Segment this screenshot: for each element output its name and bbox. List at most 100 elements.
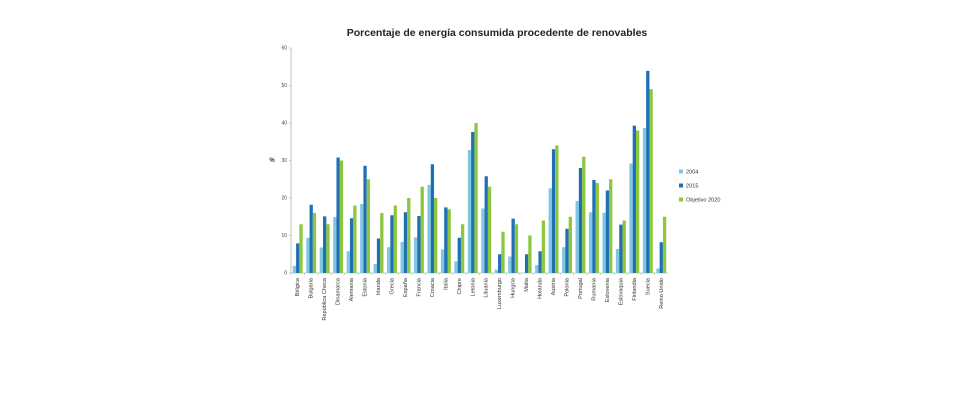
x-tick-label: Alemania (349, 277, 355, 301)
bar-2004 (656, 269, 659, 274)
bar-2004 (576, 201, 579, 273)
bar-2015 (619, 225, 622, 273)
x-tick-label: Italia (443, 277, 449, 290)
x-tick-label: Polonia (565, 277, 571, 297)
y-tick-label: 10 (281, 233, 287, 239)
bar-objetivo-2020 (421, 187, 424, 273)
bar-objetivo-2020 (609, 179, 612, 273)
bar-objetivo-2020 (582, 157, 585, 273)
bar-2004 (549, 188, 552, 273)
bar-2015 (296, 243, 299, 273)
x-tick-label: Eslovenia (605, 277, 611, 302)
bar-objetivo-2020 (367, 179, 370, 273)
bar-objetivo-2020 (474, 123, 477, 273)
bar-2015 (660, 242, 663, 273)
bar-2004 (414, 237, 417, 273)
bar-objetivo-2020 (461, 224, 464, 273)
bar-objetivo-2020 (313, 213, 316, 273)
bar-objetivo-2020 (394, 206, 397, 274)
bar-2015 (417, 216, 420, 273)
bar-2004 (616, 249, 619, 273)
bar-2015 (458, 238, 461, 273)
bar-2004 (535, 265, 538, 273)
bar-2004 (468, 150, 471, 273)
x-tick-label: Luxemburgo (497, 278, 503, 309)
x-tick-label: Bulgaria (309, 277, 315, 298)
legend-entry: 2015 (686, 184, 698, 190)
bar-2004 (374, 264, 377, 273)
bar-objetivo-2020 (515, 224, 518, 273)
x-tick-label: Eslovaquia (618, 277, 624, 305)
x-tick-label: Reino Unido (659, 278, 665, 309)
bar-objetivo-2020 (555, 146, 558, 274)
legend-entry: Objetivo 2020 (686, 198, 721, 204)
x-tick-label: Chipre (457, 278, 463, 294)
bar-2015 (646, 71, 649, 273)
bar-2015 (471, 132, 474, 273)
y-tick-label: 30 (281, 158, 287, 164)
legend-swatch (679, 198, 683, 202)
bar-2015 (565, 229, 568, 273)
bar-2015 (377, 239, 380, 274)
bar-2004 (360, 204, 363, 273)
x-tick-label: Letonia (470, 277, 476, 296)
x-tick-label: República Checa (322, 277, 328, 320)
bar-objetivo-2020 (596, 183, 599, 273)
bar-2004 (293, 266, 296, 273)
bar-2015 (310, 205, 313, 273)
bar-objetivo-2020 (501, 232, 504, 273)
bar-2015 (390, 215, 393, 273)
x-tick-label: Lituania (484, 277, 490, 297)
bar-2004 (495, 270, 498, 273)
bar-2015 (444, 207, 447, 273)
bar-2015 (512, 219, 515, 273)
x-tick-label: Grecia (389, 277, 395, 294)
bar-2015 (552, 149, 555, 273)
bar-2004 (508, 257, 511, 274)
bar-2015 (485, 176, 488, 273)
bar-2004 (441, 249, 444, 273)
bar-objetivo-2020 (528, 236, 531, 274)
bar-2015 (431, 164, 434, 273)
bar-objetivo-2020 (623, 221, 626, 274)
y-tick-label: 50 (281, 83, 287, 89)
bar-objetivo-2020 (380, 213, 383, 273)
legend-swatch (679, 170, 683, 174)
bar-objetivo-2020 (340, 161, 343, 274)
bar-2004 (602, 213, 605, 273)
x-tick-label: Irlanda (376, 277, 382, 295)
x-tick-label: España (403, 277, 409, 297)
x-tick-label: Estonia (363, 277, 369, 297)
bar-2015 (404, 212, 407, 273)
bar-objetivo-2020 (299, 224, 302, 273)
x-tick-label: Rumanía (591, 277, 597, 301)
x-tick-label: Finlandia (632, 277, 638, 301)
bar-2015 (538, 251, 541, 273)
legend-swatch (679, 184, 683, 188)
bar-2004 (562, 247, 565, 273)
bar-objetivo-2020 (407, 198, 410, 273)
y-tick-label: 20 (281, 196, 287, 202)
legend-entry: 2004 (686, 170, 698, 176)
chart-title: Porcentaje de energía consumida proceden… (347, 27, 648, 39)
bar-2015 (363, 166, 366, 273)
legend: 2004 2015 Objetivo 2020 (679, 170, 721, 204)
bar-objetivo-2020 (663, 217, 666, 273)
bar-2015 (579, 168, 582, 273)
y-tick-label: 0 (284, 271, 287, 277)
bar-2004 (347, 251, 350, 273)
x-tick-label: Francia (416, 277, 422, 297)
bar-objetivo-2020 (488, 187, 491, 273)
bar-2004 (427, 185, 430, 273)
bar-objetivo-2020 (353, 206, 356, 274)
bar-2004 (481, 209, 484, 274)
y-tick-label: 60 (281, 46, 287, 52)
bar-objetivo-2020 (447, 209, 450, 273)
bar-2015 (323, 216, 326, 273)
x-tick-label: Hungría (511, 277, 517, 298)
x-tick-label: Portugal (578, 278, 584, 299)
bar-2004 (333, 217, 336, 273)
